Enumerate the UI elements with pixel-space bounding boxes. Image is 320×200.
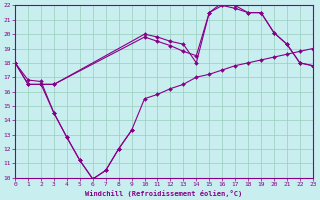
- X-axis label: Windchill (Refroidissement éolien,°C): Windchill (Refroidissement éolien,°C): [85, 190, 243, 197]
